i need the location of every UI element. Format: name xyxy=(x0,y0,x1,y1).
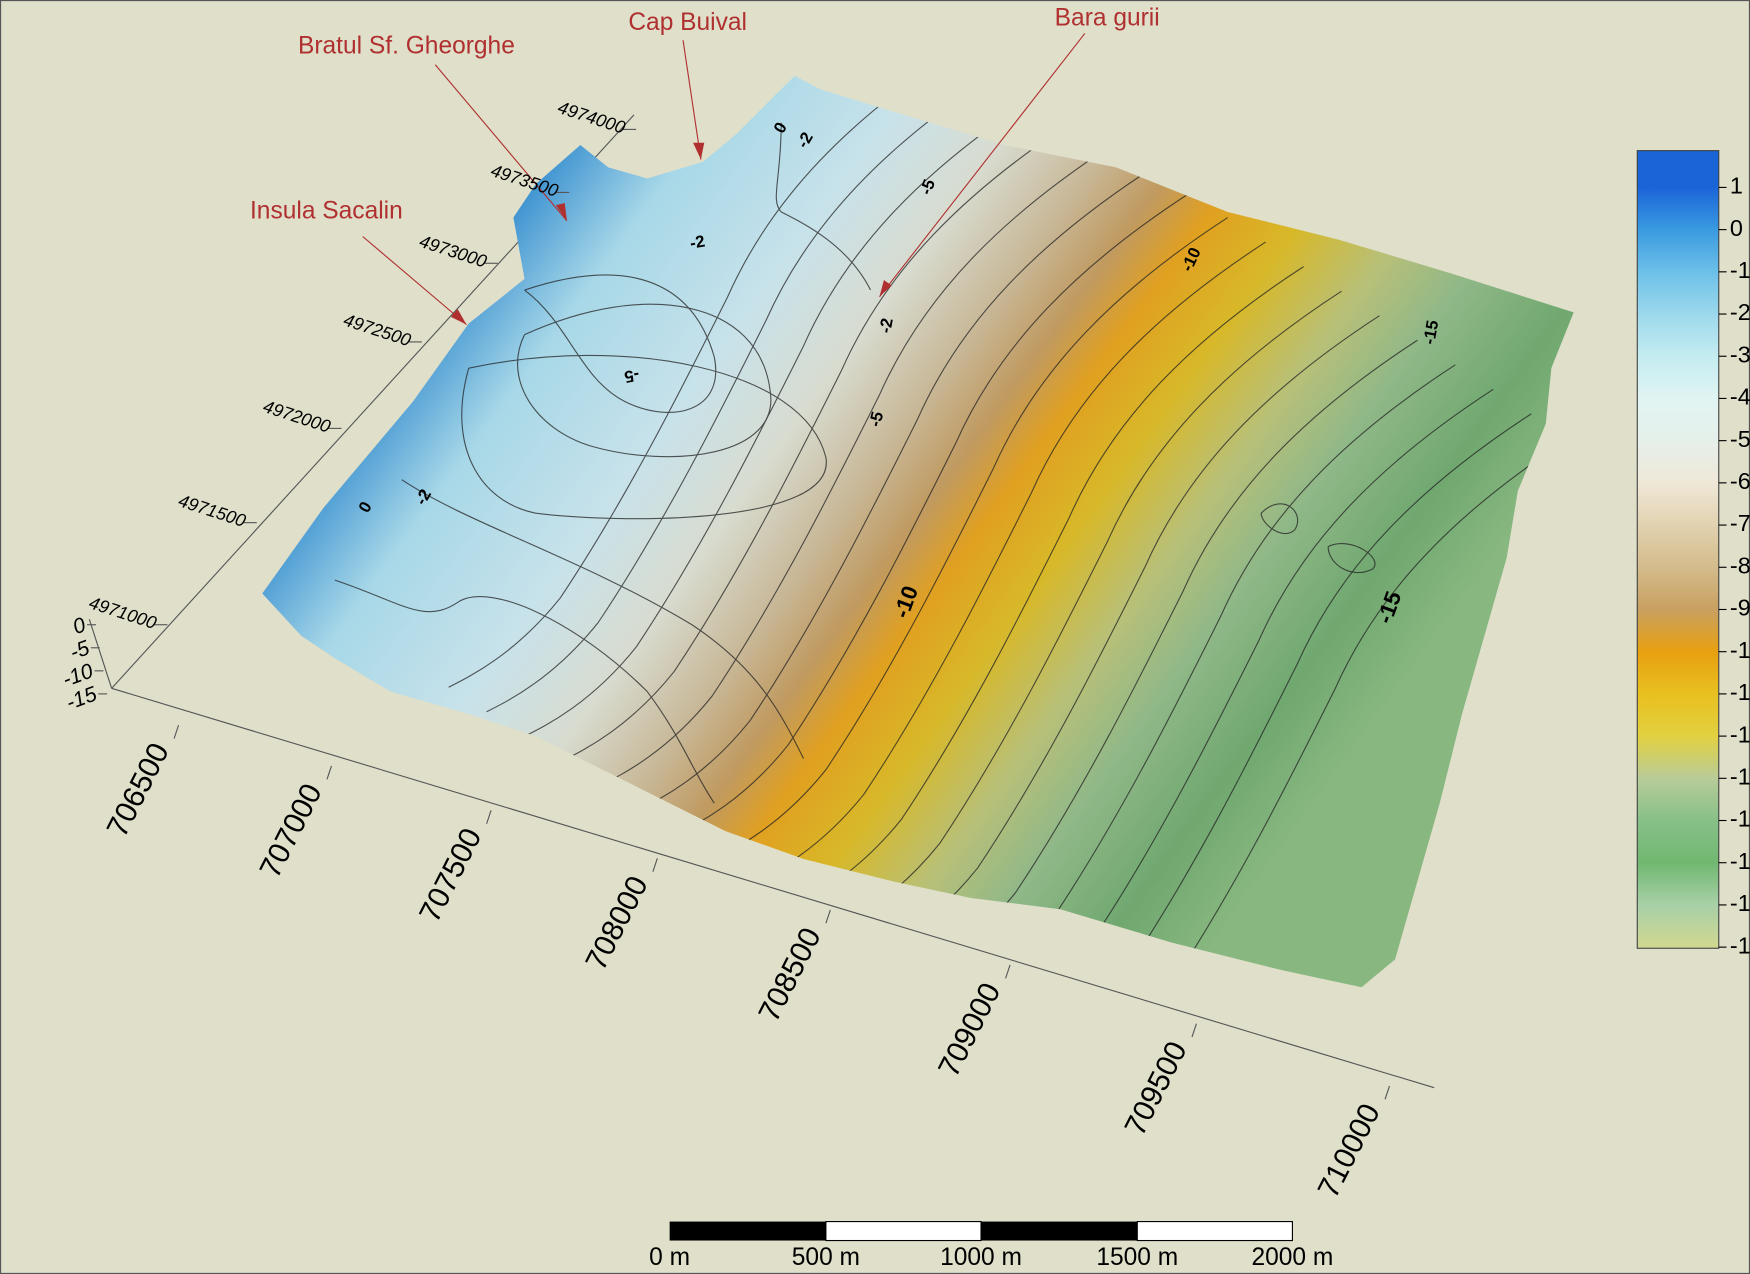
annotation-arrow xyxy=(879,33,1086,298)
colorbar xyxy=(1636,150,1720,949)
x-tick xyxy=(326,765,333,780)
scale-bar-label: 2000 m xyxy=(1251,1244,1333,1271)
contour-line xyxy=(517,303,772,458)
colorbar-tick-label: -8 xyxy=(1730,552,1750,578)
annotation: Cap Buival xyxy=(628,9,747,36)
colorbar-tick-label: -4 xyxy=(1730,384,1750,410)
contour-line xyxy=(1327,543,1376,574)
contour-line xyxy=(1055,437,1570,988)
contour-line xyxy=(979,388,1494,988)
annotation-arrow xyxy=(434,64,568,222)
colorbar-tick-label: -1 xyxy=(1730,257,1750,283)
contour-line xyxy=(486,75,1001,713)
contour-line xyxy=(1017,413,1532,988)
annotation: Bara gurii xyxy=(1055,5,1160,32)
contour-label: -2 xyxy=(876,317,897,335)
x-tick xyxy=(825,909,831,924)
colorbar-tick-label: -10 xyxy=(1730,637,1750,663)
colorbar-tick-label: -7 xyxy=(1730,510,1750,536)
z-axis-line xyxy=(88,618,113,689)
colorbar-tick-label: -13 xyxy=(1730,763,1750,789)
contour-line xyxy=(600,143,1115,786)
x-tick xyxy=(1191,1023,1197,1038)
annotation-arrow xyxy=(682,40,702,160)
annotation: Insula Sacalin xyxy=(250,198,403,225)
arrow-head xyxy=(879,280,892,297)
scale-bar-label: 1500 m xyxy=(1096,1244,1178,1271)
contour-line xyxy=(751,241,1266,885)
x-tick xyxy=(652,858,658,872)
contour-line xyxy=(524,94,1039,737)
arrow-head xyxy=(693,142,705,160)
contour-label: -5 xyxy=(865,410,887,429)
contour-line xyxy=(714,217,1228,860)
contour-lines xyxy=(334,75,1570,988)
colorbar-tick-label: -2 xyxy=(1730,299,1750,325)
contour-line xyxy=(775,122,872,291)
scale-segment xyxy=(981,1221,1138,1241)
contour-line xyxy=(448,75,963,688)
contour-label: -5 xyxy=(623,365,641,386)
contour-line xyxy=(334,579,715,804)
x-tick xyxy=(1005,964,1011,979)
colorbar-tick-label: -15 xyxy=(1730,848,1750,874)
colorbar-tick-label: -9 xyxy=(1730,595,1750,621)
x-tick xyxy=(173,724,180,739)
scale-bar-label: 0 m xyxy=(649,1244,690,1271)
colorbar-tick-label: -17 xyxy=(1730,932,1750,958)
scale-bar xyxy=(669,1221,1293,1242)
colorbar-tick-label: 1 xyxy=(1730,173,1743,199)
contour-line xyxy=(461,354,827,520)
terrain-surface xyxy=(262,75,1574,988)
colorbar-tick-label: -12 xyxy=(1730,721,1750,747)
scale-bar-label: 500 m xyxy=(792,1244,860,1271)
colorbar-tick-label: 0 xyxy=(1730,215,1743,241)
x-tick xyxy=(1384,1085,1391,1100)
contour-line xyxy=(638,167,1153,811)
colorbar-tick-label: -6 xyxy=(1730,468,1750,494)
x-tick xyxy=(486,810,492,824)
contour-line xyxy=(676,192,1191,835)
colorbar-tick-label: -3 xyxy=(1730,341,1750,367)
contour-line xyxy=(1260,503,1299,535)
contour-line xyxy=(789,266,1304,909)
contour-line xyxy=(562,118,1077,762)
scale-bar-label: 1000 m xyxy=(940,1244,1022,1271)
colorbar-tick-label: -11 xyxy=(1730,679,1750,705)
scale-segment xyxy=(825,1221,982,1242)
contour-label: -2 xyxy=(688,231,706,252)
scale-segment xyxy=(1136,1221,1293,1242)
contour-label: -15 xyxy=(1419,319,1442,346)
annotations: Bratul Sf. Gheorghe Cap Buival Bara guri… xyxy=(250,5,1160,326)
contour-line xyxy=(524,274,717,413)
scale-segment xyxy=(669,1221,826,1241)
contour-line xyxy=(401,479,805,759)
arrow-head xyxy=(555,203,567,221)
annotation: Bratul Sf. Gheorghe xyxy=(298,33,515,60)
colorbar-tick-label: -5 xyxy=(1730,426,1750,452)
arrow-head xyxy=(450,309,467,325)
x-axis-line xyxy=(111,687,1435,1089)
annotation-arrow xyxy=(362,236,467,326)
contour-label: -5 xyxy=(916,177,939,197)
colorbar-tick-label: -14 xyxy=(1730,806,1750,832)
colorbar-tick-label: -16 xyxy=(1730,890,1750,916)
